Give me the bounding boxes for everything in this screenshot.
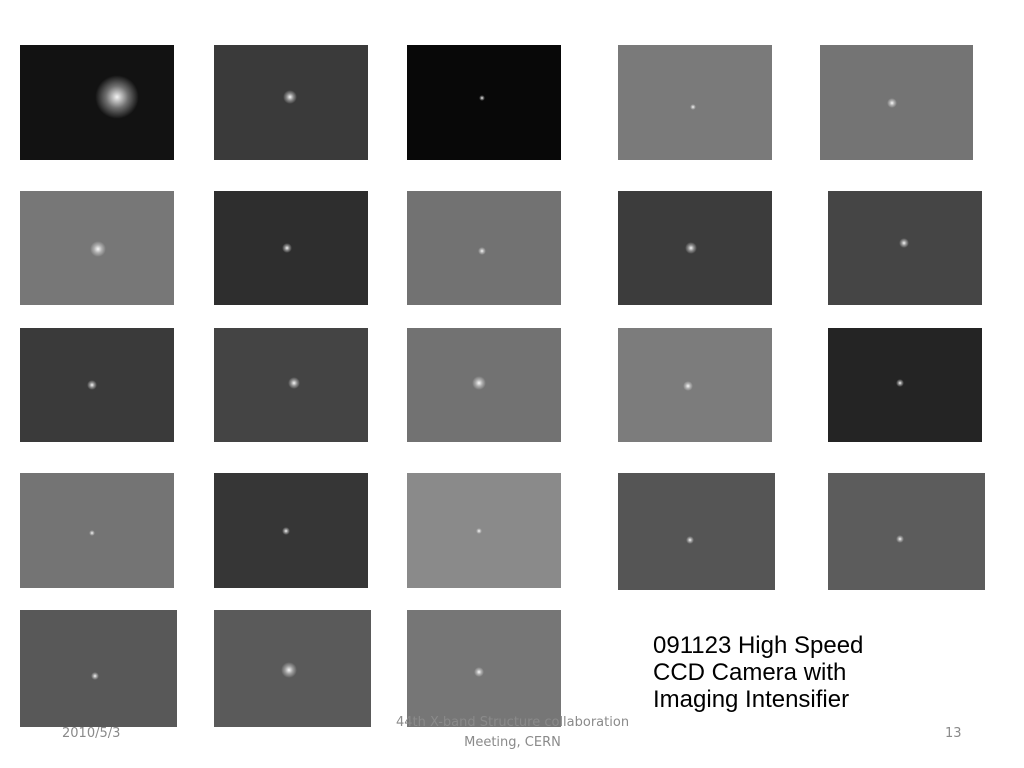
ccd-frame-image	[828, 191, 982, 305]
light-spot	[476, 528, 482, 534]
light-spot	[281, 662, 297, 678]
ccd-frame-image	[214, 610, 371, 727]
ccd-frame-image	[407, 45, 561, 160]
ccd-frame-image	[20, 191, 174, 305]
ccd-frame-image	[407, 610, 561, 727]
light-spot	[896, 535, 904, 543]
ccd-frame-image	[20, 473, 174, 588]
ccd-frame-image	[828, 328, 982, 442]
light-spot	[87, 380, 97, 390]
light-spot	[89, 530, 95, 536]
footer-date: 2010/5/3	[62, 726, 121, 741]
ccd-frame-image	[407, 191, 561, 305]
light-spot	[90, 241, 106, 257]
footer-title: 44th X-band Structure collaboration Meet…	[380, 713, 645, 753]
light-spot	[95, 75, 139, 119]
caption-line: CCD Camera with	[653, 659, 847, 686]
light-spot	[683, 381, 693, 391]
ccd-frame-image	[618, 473, 775, 590]
ccd-frame-image	[618, 328, 772, 442]
ccd-frame-image	[820, 45, 973, 160]
ccd-frame-image	[214, 191, 368, 305]
light-spot	[686, 536, 694, 544]
light-spot	[896, 379, 904, 387]
light-spot	[288, 377, 300, 389]
light-spot	[690, 104, 696, 110]
light-spot	[283, 90, 297, 104]
light-spot	[887, 98, 897, 108]
light-spot	[685, 242, 697, 254]
ccd-frame-image	[618, 191, 772, 305]
ccd-frame-image	[828, 473, 985, 590]
slide-caption: 091123 High Speed CCD Camera with Imagin…	[653, 632, 863, 713]
footer-page-number: 13	[945, 726, 962, 741]
light-spot	[91, 672, 99, 680]
ccd-frame-image	[407, 473, 561, 588]
light-spot	[474, 667, 484, 677]
ccd-frame-image	[20, 610, 177, 727]
ccd-frame-image	[20, 45, 174, 160]
light-spot	[479, 95, 485, 101]
light-spot	[899, 238, 909, 248]
footer-title-line: 44th X-band Structure collaboration	[395, 715, 630, 730]
ccd-frame-image	[407, 328, 561, 442]
ccd-frame-image	[214, 45, 368, 160]
light-spot	[472, 376, 486, 390]
ccd-frame-image	[214, 328, 368, 442]
ccd-frame-image	[214, 473, 368, 588]
footer-title-line: Meeting, CERN	[464, 735, 561, 750]
ccd-frame-image	[618, 45, 772, 160]
caption-line: 091123 High Speed	[653, 632, 864, 659]
light-spot	[282, 527, 290, 535]
caption-line: Imaging Intensifier	[653, 686, 850, 713]
light-spot	[282, 243, 292, 253]
light-spot	[478, 247, 486, 255]
ccd-frame-image	[20, 328, 174, 442]
